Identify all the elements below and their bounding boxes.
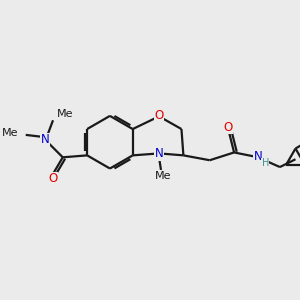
- Text: Me: Me: [2, 128, 18, 138]
- Text: O: O: [154, 109, 164, 122]
- Text: N: N: [155, 147, 164, 160]
- Text: N: N: [41, 133, 50, 146]
- Text: Me: Me: [155, 171, 171, 181]
- Text: O: O: [48, 172, 58, 185]
- Text: Me: Me: [57, 110, 74, 119]
- Text: O: O: [224, 121, 233, 134]
- Text: N: N: [254, 150, 263, 163]
- Text: H: H: [262, 158, 269, 168]
